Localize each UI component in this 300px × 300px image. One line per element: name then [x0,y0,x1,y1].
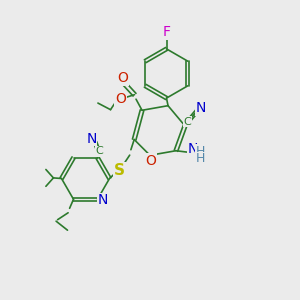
Text: N: N [98,194,108,208]
Text: N: N [195,101,206,115]
Text: N: N [188,142,198,156]
Text: F: F [163,26,170,39]
Text: H: H [196,145,205,158]
Text: C: C [95,146,103,156]
Text: H: H [196,152,205,165]
Text: N: N [86,131,97,146]
Text: C: C [184,117,192,127]
Text: O: O [115,92,126,106]
Text: S: S [114,163,125,178]
Text: O: O [118,71,129,85]
Text: O: O [146,154,156,168]
